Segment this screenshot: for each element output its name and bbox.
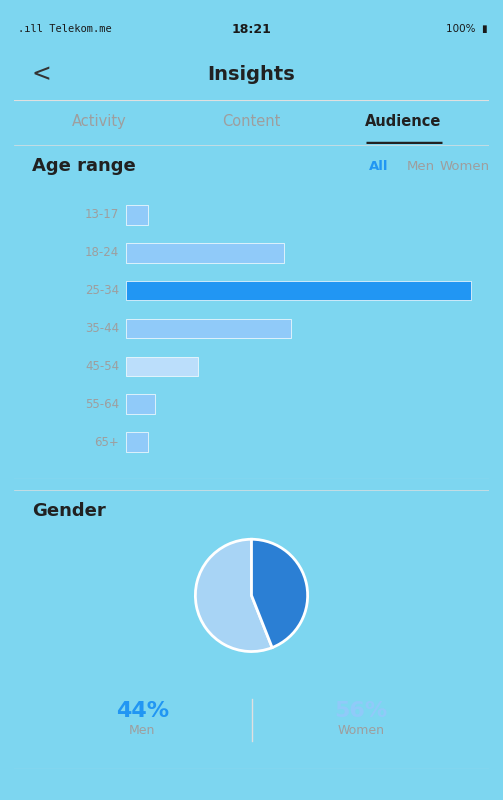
Text: 56%: 56%: [334, 701, 387, 721]
Bar: [126, 281, 471, 301]
Text: Activity: Activity: [72, 114, 127, 129]
Bar: [126, 394, 155, 414]
Bar: [126, 243, 284, 262]
Text: 65+: 65+: [94, 435, 119, 449]
Text: 44%: 44%: [116, 701, 169, 721]
Text: <: <: [32, 62, 52, 86]
Text: Audience: Audience: [365, 114, 442, 129]
Text: 25-34: 25-34: [85, 284, 119, 297]
Wedge shape: [195, 539, 272, 651]
Text: Gender: Gender: [32, 502, 106, 520]
Text: 45-54: 45-54: [85, 360, 119, 373]
Bar: [126, 318, 291, 338]
Text: 35-44: 35-44: [85, 322, 119, 335]
Bar: [126, 357, 198, 376]
Text: Men: Men: [129, 725, 155, 738]
Text: .ıll Telekom.me: .ıll Telekom.me: [18, 24, 112, 34]
Bar: [126, 205, 147, 225]
Bar: [126, 432, 147, 452]
Text: 100%  ▮: 100% ▮: [446, 24, 488, 34]
Text: 18-24: 18-24: [85, 246, 119, 259]
Text: Insights: Insights: [208, 65, 295, 83]
Text: Women: Women: [440, 159, 490, 173]
Text: Women: Women: [337, 725, 384, 738]
Wedge shape: [252, 539, 308, 647]
Text: All: All: [369, 159, 389, 173]
Text: 13-17: 13-17: [85, 209, 119, 222]
Text: 18:21: 18:21: [231, 22, 272, 36]
Text: Men: Men: [407, 159, 435, 173]
Text: 55-64: 55-64: [85, 398, 119, 410]
Text: Content: Content: [222, 114, 281, 129]
Text: Age range: Age range: [32, 157, 136, 175]
